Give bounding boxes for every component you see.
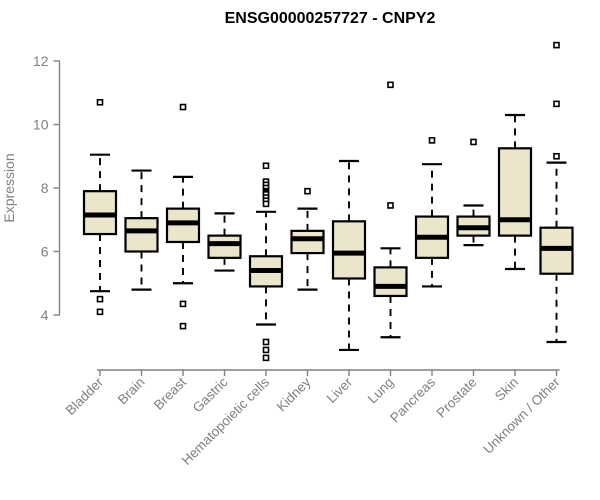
x-tick-label-skin: Skin: [492, 375, 521, 404]
outlier-point: [262, 354, 270, 362]
iqr-box: [290, 229, 325, 255]
x-tick-label-breast: Breast: [151, 374, 189, 412]
x-tick-label-brain: Brain: [115, 375, 148, 408]
x-tick-label-gastric: Gastric: [190, 374, 231, 415]
box-group-unknown-other: [539, 41, 574, 344]
outlier-point: [387, 202, 394, 209]
outlier-point: [262, 200, 270, 208]
outlier-point: [304, 187, 311, 195]
outlier-point: [387, 81, 394, 89]
plot-boxes: [82, 41, 574, 362]
y-tick-label: 6: [41, 244, 49, 260]
y-tick-label: 10: [33, 117, 49, 133]
x-tick-label-pancreas: Pancreas: [387, 374, 438, 425]
y-axis-title: Expression: [1, 153, 17, 222]
outlier-point: [262, 346, 270, 354]
box-group-prostate: [456, 138, 491, 247]
iqr-box: [373, 266, 408, 298]
x-tick-label-liver: Liver: [324, 374, 356, 406]
outlier-point: [179, 322, 187, 330]
x-tick-label-unknown-other: Unknown / Other: [480, 374, 563, 457]
outlier-point: [553, 41, 560, 49]
box-group-gastric: [207, 212, 242, 272]
box-group-lung: [373, 81, 408, 339]
y-tick-label: 8: [41, 180, 49, 196]
iqr-box: [497, 147, 533, 237]
iqr-box: [207, 234, 242, 259]
outlier-point: [96, 295, 104, 303]
box-group-skin: [497, 113, 533, 271]
outlier-point: [96, 98, 104, 106]
outlier-point: [553, 152, 560, 160]
box-group-breast: [165, 103, 201, 330]
x-tick-label-bladder: Bladder: [63, 374, 107, 418]
outlier-point: [470, 138, 477, 146]
outlier-point: [553, 100, 560, 108]
y-axis: 4 6 8 10 12: [33, 53, 61, 323]
y-tick-label: 4: [41, 307, 49, 323]
box-group-bladder: [82, 98, 118, 316]
outlier-point: [262, 162, 270, 170]
y-tick-label: 12: [33, 53, 49, 69]
box-group-pancreas: [414, 137, 450, 288]
box-group-brain: [124, 169, 159, 291]
box-group-hematopoietic-cells: [248, 162, 284, 362]
box-group-liver: [331, 159, 367, 352]
outlier-point: [96, 308, 104, 316]
outlier-point: [262, 338, 270, 346]
outlier-point: [179, 103, 187, 111]
outlier-point: [428, 137, 436, 144]
outlier-point: [179, 300, 187, 308]
chart-title: ENSG00000257727 - CNPY2: [225, 10, 436, 27]
x-tick-label-prostate: Prostate: [433, 375, 479, 421]
iqr-box: [331, 220, 367, 280]
box-group-kidney: [290, 187, 325, 291]
iqr-box: [124, 217, 159, 253]
x-tick-label-lung: Lung: [365, 375, 397, 407]
x-tick-label-kidney: Kidney: [274, 374, 314, 414]
